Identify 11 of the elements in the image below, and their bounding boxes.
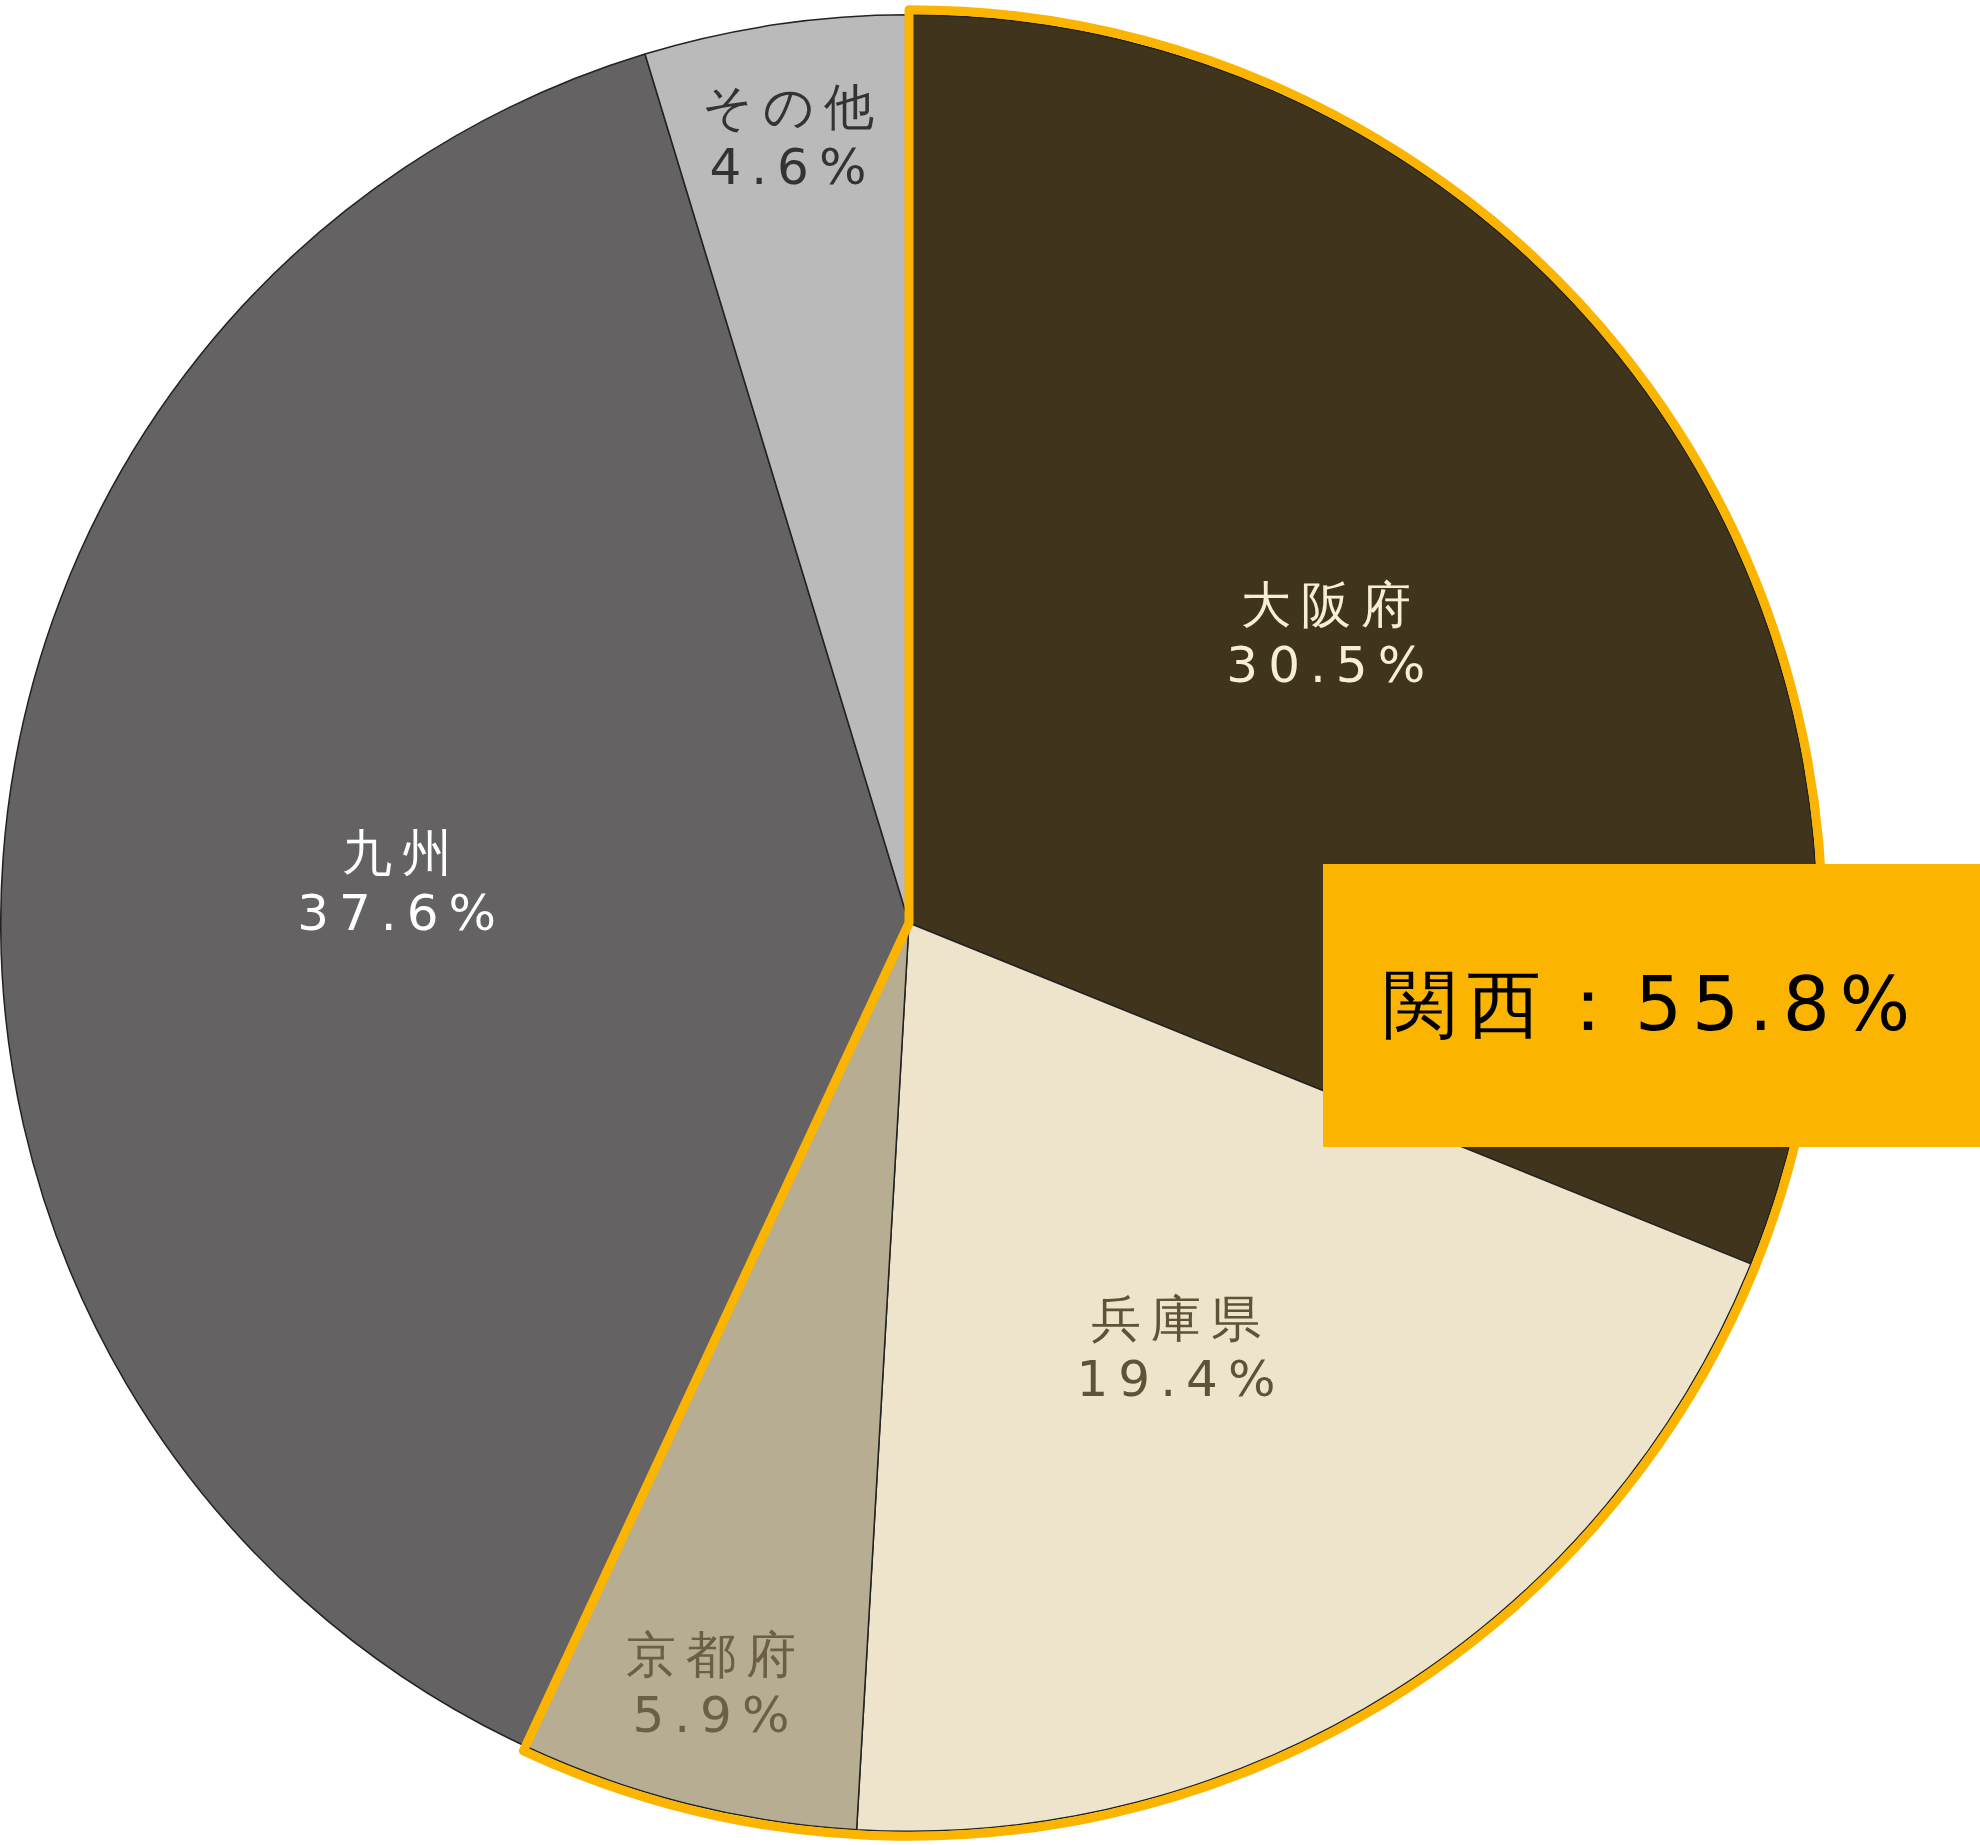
slice-label: 大阪府 [1240,575,1421,634]
data-label: 30.5% [1226,635,1436,694]
data-label: 37.6% [297,884,507,943]
slice-label: 京都府 [625,1626,806,1685]
slice-label: 九州 [341,824,462,883]
slice-label: 兵庫県 [1090,1289,1271,1348]
data-label: 5.9% [632,1686,800,1745]
text: 関西：55.8% [1323,864,1980,1147]
slice-label: その他 [701,78,884,137]
data-label: 4.6% [709,138,877,197]
data-label: 19.4% [1076,1349,1286,1408]
